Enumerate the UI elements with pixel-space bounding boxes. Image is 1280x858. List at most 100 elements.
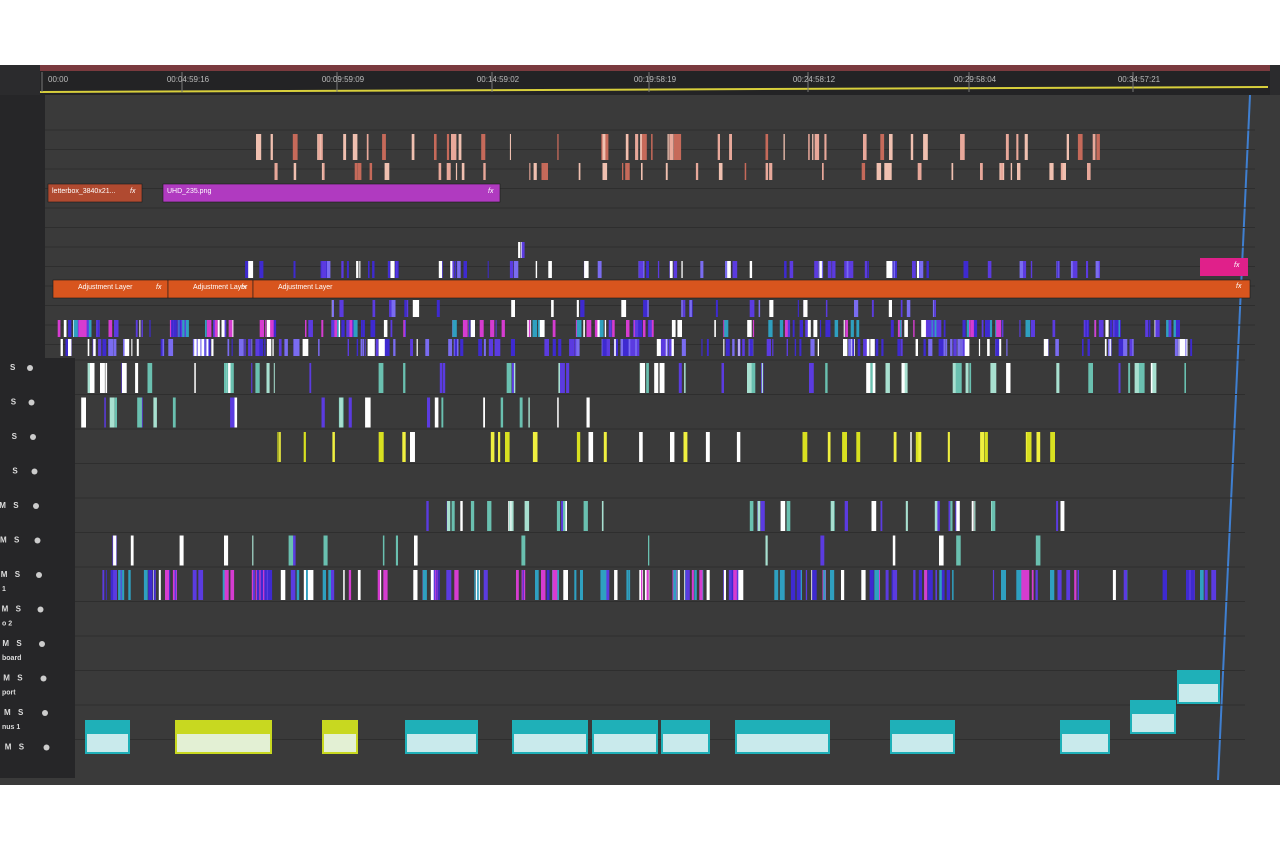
clip-sliver xyxy=(230,397,235,428)
clip-sliver xyxy=(153,570,156,600)
clip-sliver xyxy=(827,261,832,278)
clip-sliver xyxy=(856,320,860,337)
clip-sliver xyxy=(714,320,716,337)
track-name: o 2 xyxy=(2,620,12,627)
clip-sliver xyxy=(113,570,117,600)
clip-sliver xyxy=(564,501,567,531)
clip-sliver xyxy=(211,339,214,356)
clip-sliver xyxy=(918,570,922,600)
clip-sliver xyxy=(874,570,880,600)
clip-sliver xyxy=(946,570,950,600)
clip-sliver xyxy=(701,339,703,356)
clip-sliver xyxy=(346,320,350,337)
clip-sliver xyxy=(672,134,674,160)
clip-sliver xyxy=(147,363,153,393)
clip-sliver xyxy=(813,320,818,337)
clip-sliver xyxy=(965,363,969,393)
clip-sliver xyxy=(844,261,849,278)
clip-sliver xyxy=(603,432,607,462)
clip-sliver xyxy=(817,339,819,356)
waveform xyxy=(177,734,270,752)
track-button: S xyxy=(18,708,24,717)
clip-sliver xyxy=(1096,134,1100,160)
clip-sliver xyxy=(390,261,395,278)
clip-sliver xyxy=(625,134,629,160)
clip-sliver xyxy=(446,163,451,180)
waveform xyxy=(892,734,953,752)
clip-sliver xyxy=(511,363,515,393)
clip-sliver xyxy=(102,570,105,600)
clip-sliver xyxy=(197,339,202,356)
clip-sliver xyxy=(1023,570,1028,600)
clip-sliver xyxy=(382,535,385,566)
clip-sliver xyxy=(1086,261,1089,278)
clip-sliver xyxy=(487,261,489,278)
clip-sliver xyxy=(113,339,117,356)
track-button: S xyxy=(11,398,17,407)
clip-sliver xyxy=(352,134,358,160)
clip-sliver xyxy=(255,570,258,600)
clip-sliver xyxy=(343,570,345,600)
clip-sliver xyxy=(104,397,106,428)
clip-sliver xyxy=(952,363,957,393)
clip-sliver xyxy=(747,363,752,393)
clip-sliver xyxy=(557,397,559,428)
clip-sliver xyxy=(904,363,908,393)
clip-sliver xyxy=(957,339,961,356)
clip-sliver xyxy=(252,535,254,566)
clip-sliver xyxy=(490,432,495,462)
clip-sliver xyxy=(174,570,177,600)
clip-sliver xyxy=(109,397,115,428)
clip-sliver xyxy=(1019,261,1024,278)
clip-sliver xyxy=(368,261,370,278)
clip-sliver xyxy=(987,261,992,278)
clip-sliver xyxy=(221,320,225,337)
clip-sliver xyxy=(927,320,932,337)
clip-sliver xyxy=(856,432,861,462)
clip-sliver xyxy=(578,163,581,180)
clip-sliver xyxy=(477,570,479,600)
clip-sliver xyxy=(135,320,138,337)
clip-sliver xyxy=(455,163,458,180)
waveform xyxy=(1132,714,1174,732)
clip-sliver xyxy=(514,261,519,278)
clip-sliver xyxy=(357,570,361,600)
timecode: 00:04:59:16 xyxy=(167,75,210,84)
clip-sliver xyxy=(386,339,388,356)
clip-sliver xyxy=(910,432,912,462)
clip-sliver xyxy=(991,501,996,531)
clip-sliver xyxy=(802,432,808,462)
clip-sliver xyxy=(137,397,142,428)
clip-sliver xyxy=(780,501,786,531)
clip-sliver xyxy=(245,261,248,278)
clip-sliver xyxy=(120,570,122,600)
clip-sliver xyxy=(614,339,616,356)
clip-sliver xyxy=(1036,432,1041,462)
mic-icon xyxy=(34,537,41,544)
clip-sliver xyxy=(824,134,827,160)
clip-sliver xyxy=(266,363,270,393)
clip-sliver xyxy=(1173,320,1178,337)
clip-sliver xyxy=(915,339,918,356)
clip-sliver xyxy=(832,261,836,278)
clip-sliver xyxy=(1140,363,1145,393)
clip-sliver xyxy=(1087,339,1090,356)
ruler-labels: 00:00 00:04:59:16 00:09:59:09 00:14:59:02 00… xyxy=(41,72,1161,92)
clip-sliver xyxy=(950,339,953,356)
clip-sliver xyxy=(513,363,516,393)
clip-sliver xyxy=(957,363,962,393)
clip-sliver xyxy=(1152,363,1157,393)
clip-sliver xyxy=(331,570,335,600)
clip-sliver xyxy=(335,320,339,337)
clip xyxy=(252,279,1251,299)
clip-sliver xyxy=(984,432,988,462)
clip-sliver xyxy=(454,261,457,278)
clip-sliver xyxy=(784,320,788,337)
clip-sliver xyxy=(552,320,556,337)
clip-sliver xyxy=(913,570,916,600)
clip-sliver xyxy=(1006,339,1008,356)
clip-sliver xyxy=(148,570,153,600)
clip-sliver xyxy=(426,501,429,531)
clip-sliver xyxy=(897,339,901,356)
clip-sliver xyxy=(143,570,148,600)
